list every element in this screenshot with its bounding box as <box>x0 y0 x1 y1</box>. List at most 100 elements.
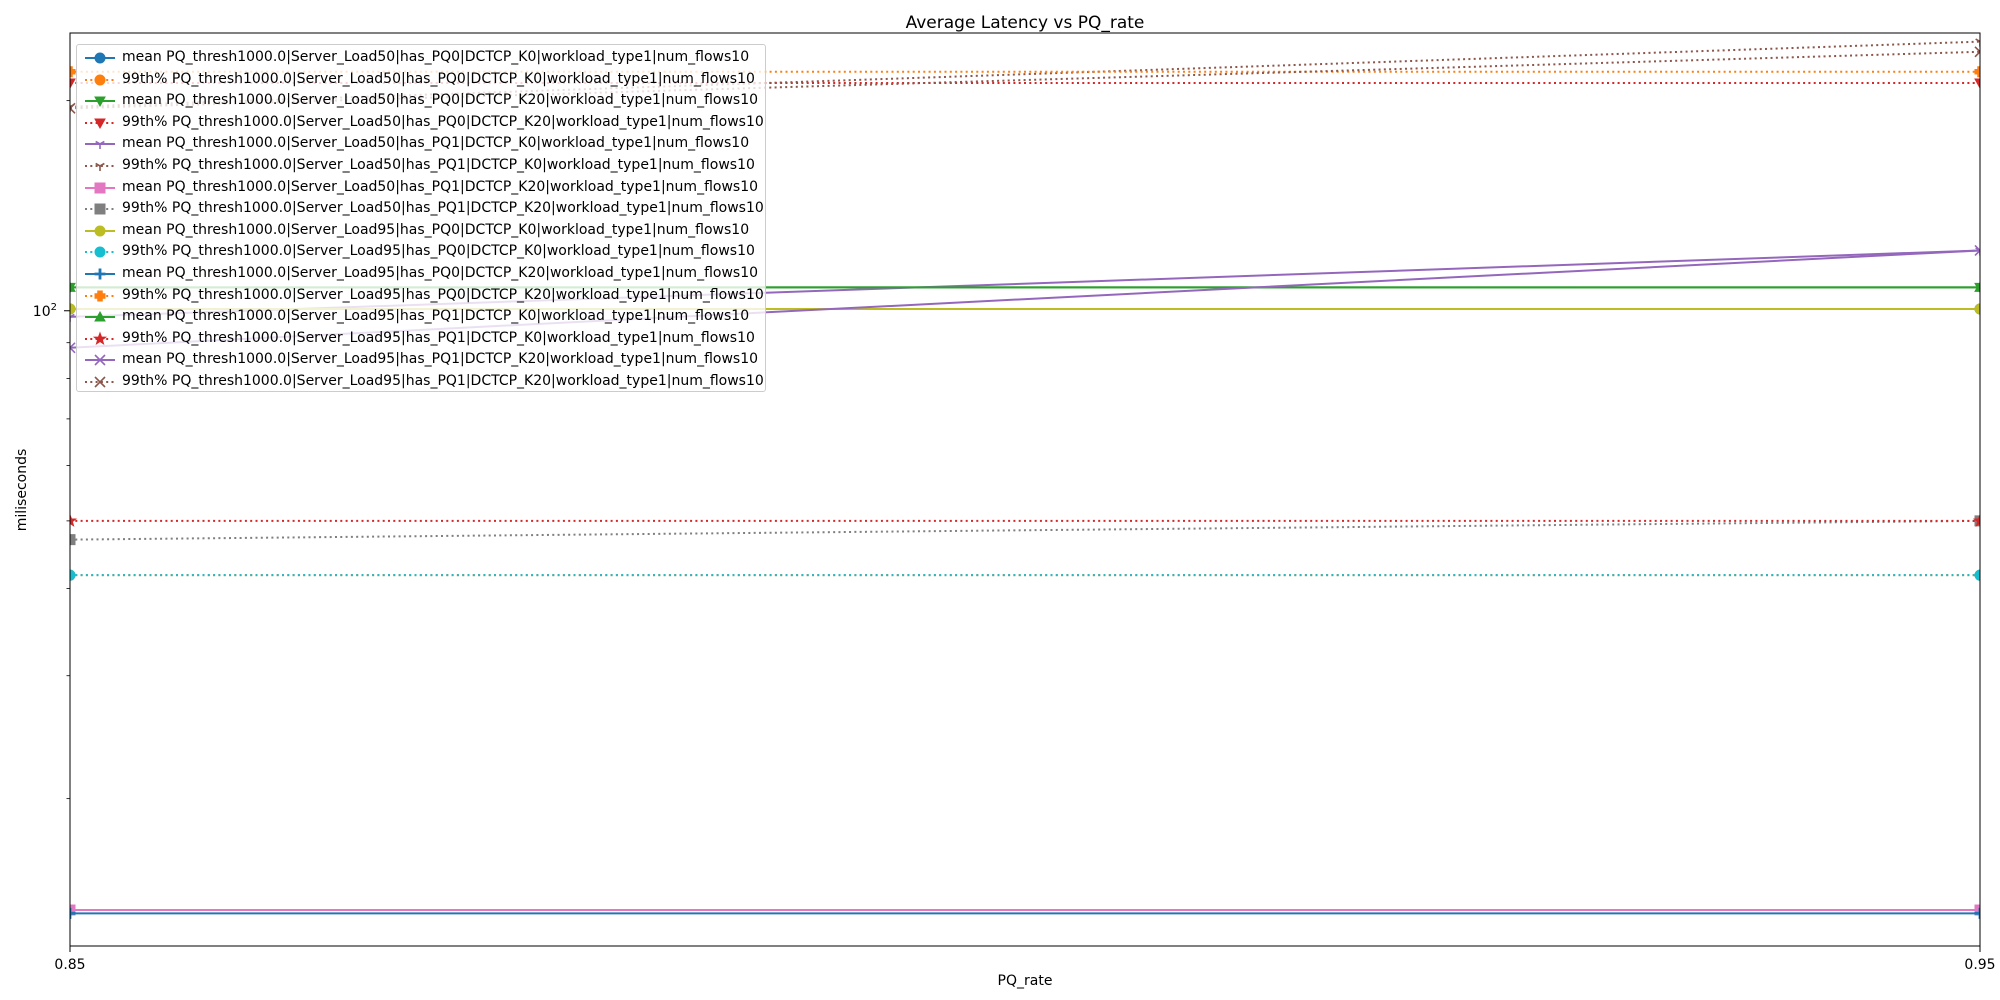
data-point-s7-1 <box>70 904 76 916</box>
legend-marker <box>94 354 106 366</box>
legend-swatch <box>85 376 115 388</box>
legend-entry: mean PQ_thresh1000.0|Server_Load50|has_P… <box>77 90 765 112</box>
y-axis-label: miliseconds <box>14 449 30 532</box>
chart-title: Average Latency vs PQ_rate <box>906 13 1145 33</box>
legend-entry: mean PQ_thresh1000.0|Server_Load50|has_P… <box>77 47 765 69</box>
legend-marker <box>94 311 106 322</box>
data-point-s11-2 <box>1974 907 1980 919</box>
legend-entry: 99th% PQ_thresh1000.0|Server_Load50|has_… <box>77 155 765 177</box>
legend-label: mean PQ_thresh1000.0|Server_Load50|has_P… <box>122 178 759 195</box>
legend-marker <box>94 118 106 129</box>
legend-entry: mean PQ_thresh1000.0|Server_Load50|has_P… <box>77 177 765 199</box>
data-point-s4-2 <box>1974 78 1980 90</box>
y-tick-label: 102 <box>33 302 57 320</box>
legend: mean PQ_thresh1000.0|Server_Load50|has_P… <box>76 44 766 392</box>
legend-label: 99th% PQ_thresh1000.0|Server_Load95|has_… <box>122 286 764 303</box>
legend-entry: mean PQ_thresh1000.0|Server_Load95|has_P… <box>77 220 765 242</box>
legend-entry: 99th% PQ_thresh1000.0|Server_Load50|has_… <box>77 69 765 91</box>
legend-marker <box>95 141 105 150</box>
legend-marker <box>94 246 106 258</box>
data-point-s7-2 <box>1974 904 1980 916</box>
data-point-s13-1 <box>70 281 76 292</box>
legend-swatch <box>85 96 115 108</box>
data-point-s14-2 <box>1972 513 1980 527</box>
data-point-s15-2 <box>1974 244 1980 257</box>
legend-marker <box>95 162 105 171</box>
legend-swatch <box>85 331 115 345</box>
tick-layer: 0.85 0.95 102 <box>33 100 1996 973</box>
legend-label: mean PQ_thresh1000.0|Server_Load50|has_P… <box>122 49 750 65</box>
legend-marker <box>94 225 106 237</box>
legend-entry: mean PQ_thresh1000.0|Server_Load95|has_P… <box>77 349 765 371</box>
data-point-s12-2 <box>1974 66 1980 78</box>
legend-swatch <box>85 268 115 280</box>
data-point-s10-1 <box>70 569 76 581</box>
x-tick-label: 0.85 <box>54 957 85 973</box>
data-point-s12-1 <box>70 66 76 78</box>
legend-marker <box>94 182 106 194</box>
legend-label: mean PQ_thresh1000.0|Server_Load50|has_P… <box>122 92 759 109</box>
legend-label: mean PQ_thresh1000.0|Server_Load95|has_P… <box>122 351 759 368</box>
axes-frame <box>69 32 1981 947</box>
legend-label: 99th% PQ_thresh1000.0|Server_Load95|has_… <box>122 243 755 260</box>
legend-swatch <box>85 182 115 194</box>
legend-swatch <box>85 290 115 302</box>
legend-label: 99th% PQ_thresh1000.0|Server_Load50|has_… <box>122 70 755 87</box>
data-point-s16-1 <box>70 102 76 114</box>
data-point-s11-1 <box>70 907 76 919</box>
legend-marker <box>94 96 106 108</box>
x-tick-label: 0.95 <box>1964 957 1995 973</box>
legend-entry: 99th% PQ_thresh1000.0|Server_Load95|has_… <box>77 241 765 263</box>
series-14 <box>70 513 1980 527</box>
legend-marker <box>92 331 108 345</box>
legend-swatch <box>85 141 115 150</box>
legend-swatch <box>85 203 115 215</box>
data-point-s14-1 <box>70 513 78 527</box>
legend-entry: mean PQ_thresh1000.0|Server_Load50|has_P… <box>77 133 765 155</box>
legend-label: mean PQ_thresh1000.0|Server_Load95|has_P… <box>122 221 750 238</box>
legend-swatch <box>85 354 115 366</box>
legend-label: mean PQ_thresh1000.0|Server_Load95|has_P… <box>122 265 759 281</box>
data-point-s9-1 <box>70 303 76 315</box>
legend-swatch <box>85 311 115 322</box>
legend-label: mean PQ_thresh1000.0|Server_Load50|has_P… <box>122 135 750 152</box>
data-point-s16-2 <box>1974 46 1980 58</box>
legend-marker <box>94 52 106 64</box>
data-point-s9-2 <box>1974 303 1980 315</box>
series-10 <box>70 569 1980 581</box>
legend-swatch <box>85 225 115 237</box>
legend-marker <box>94 290 106 302</box>
legend-swatch <box>85 74 115 86</box>
legend-label: 99th% PQ_thresh1000.0|Server_Load95|has_… <box>122 373 764 389</box>
legend-entry: mean PQ_thresh1000.0|Server_Load95|has_P… <box>77 306 765 328</box>
legend-label: 99th% PQ_thresh1000.0|Server_Load50|has_… <box>122 113 764 130</box>
data-point-s4-1 <box>70 78 76 90</box>
legend-entry: 99th% PQ_thresh1000.0|Server_Load95|has_… <box>77 371 765 393</box>
series-line-8 <box>70 519 1980 541</box>
legend-label: 99th% PQ_thresh1000.0|Server_Load50|has_… <box>122 200 764 217</box>
legend-marker <box>94 203 106 215</box>
series-11 <box>70 907 1980 919</box>
legend-swatch <box>85 52 115 64</box>
data-point-s5-1 <box>70 313 75 322</box>
data-point-s13-2 <box>1974 281 1980 292</box>
data-point-s15-1 <box>70 342 76 354</box>
legend-entry: 99th% PQ_thresh1000.0|Server_Load95|has_… <box>77 285 765 307</box>
legend-marker <box>94 376 106 388</box>
data-point-s6-2 <box>1975 38 1980 47</box>
legend-label: 99th% PQ_thresh1000.0|Server_Load95|has_… <box>122 329 755 346</box>
legend-marker <box>94 74 106 86</box>
x-axis-label: PQ_rate <box>998 973 1053 989</box>
legend-swatch <box>85 162 115 171</box>
legend-entry: 99th% PQ_thresh1000.0|Server_Load95|has_… <box>77 328 765 350</box>
series-7 <box>70 904 1980 916</box>
data-point-s10-2 <box>1974 569 1980 581</box>
legend-label: mean PQ_thresh1000.0|Server_Load95|has_P… <box>122 308 750 325</box>
legend-entry: 99th% PQ_thresh1000.0|Server_Load50|has_… <box>77 112 765 134</box>
legend-swatch <box>85 246 115 258</box>
legend-entry: 99th% PQ_thresh1000.0|Server_Load50|has_… <box>77 198 765 220</box>
legend-marker <box>94 268 106 280</box>
legend-label: 99th% PQ_thresh1000.0|Server_Load50|has_… <box>122 157 755 173</box>
legend-swatch <box>85 118 115 129</box>
